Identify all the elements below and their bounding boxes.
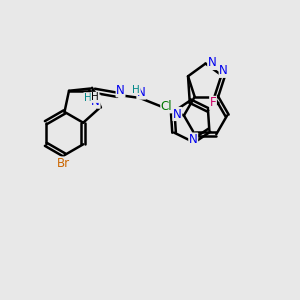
Text: Br: Br <box>56 157 70 170</box>
Text: N: N <box>173 107 182 121</box>
Text: Cl: Cl <box>161 100 172 113</box>
Text: F: F <box>210 96 216 110</box>
Text: H: H <box>132 85 140 94</box>
Text: N: N <box>116 84 125 97</box>
Text: N: N <box>91 95 100 108</box>
Text: N: N <box>189 133 198 146</box>
Text: H: H <box>84 93 92 103</box>
Text: N: N <box>208 56 217 70</box>
Text: H: H <box>91 92 99 102</box>
Text: N: N <box>219 64 228 77</box>
Text: N: N <box>137 86 146 99</box>
